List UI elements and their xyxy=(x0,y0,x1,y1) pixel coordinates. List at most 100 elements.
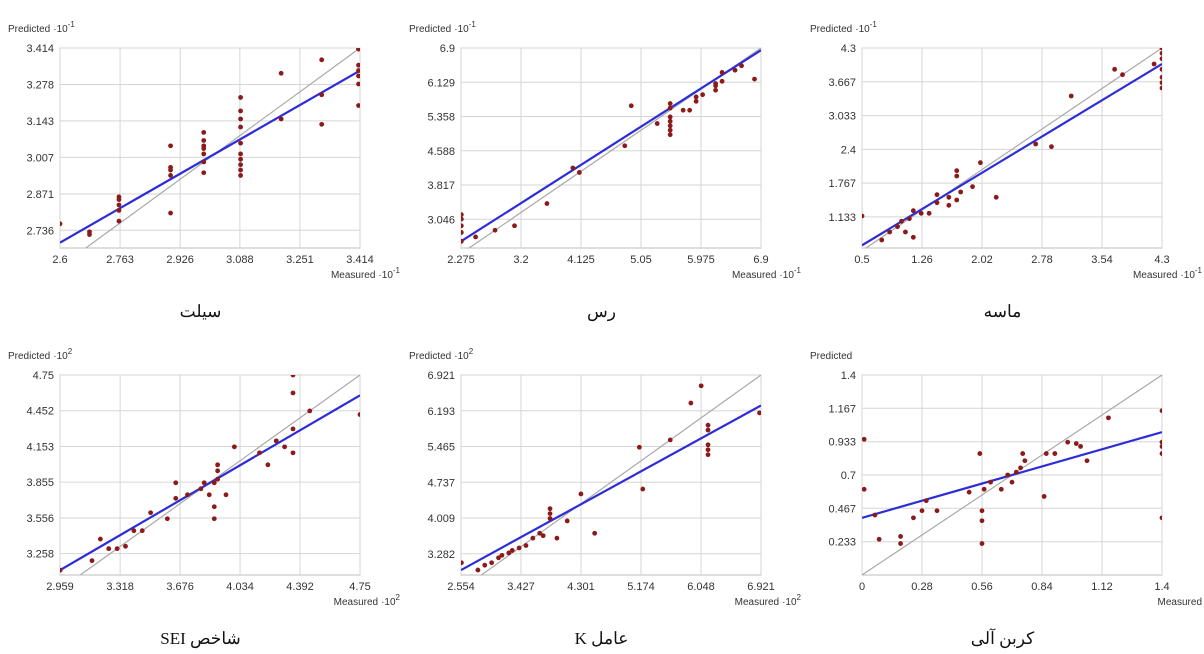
data-point xyxy=(473,234,478,240)
data-point xyxy=(578,491,584,497)
data-point xyxy=(1020,451,1026,456)
data-point xyxy=(1005,472,1011,478)
regression-line xyxy=(461,49,761,243)
y-tick-label: 3.258 xyxy=(26,549,54,561)
data-point xyxy=(1159,80,1162,86)
plot-content xyxy=(461,375,761,575)
data-point xyxy=(201,159,207,165)
data-point xyxy=(215,468,221,474)
x-tick-label: 3.251 xyxy=(286,254,314,266)
y-tick-label: 5.465 xyxy=(427,442,455,454)
x-tick-label: 2.554 xyxy=(447,581,475,593)
data-point xyxy=(201,170,207,176)
data-point xyxy=(1073,441,1079,446)
data-point xyxy=(946,194,952,200)
data-point xyxy=(461,560,464,566)
x-tick-label: 6.048 xyxy=(687,581,715,593)
scatter-chart: 2.6 2.763 2.926 3.088 3.251 3.414 2.736 2.871 3.… xyxy=(8,20,401,281)
data-point xyxy=(282,444,288,450)
x-tick-label: 5.174 xyxy=(627,581,655,593)
data-point xyxy=(537,530,543,536)
data-point xyxy=(752,76,757,82)
data-point xyxy=(862,213,865,219)
data-point xyxy=(238,116,243,122)
data-point xyxy=(1018,465,1023,471)
y-tick-label: 3.143 xyxy=(26,116,54,128)
data-point xyxy=(906,216,912,222)
data-point xyxy=(206,492,212,498)
data-point xyxy=(862,436,867,442)
data-point xyxy=(215,476,221,482)
x-tick-label: 5.975 xyxy=(687,254,715,266)
data-point xyxy=(356,68,360,73)
y-tick-label: 6.129 xyxy=(427,77,455,89)
data-point xyxy=(60,221,63,227)
x-tick-label: 3.676 xyxy=(166,581,194,593)
data-point xyxy=(988,479,993,485)
x-tick-label: 3.318 xyxy=(106,581,134,593)
data-point xyxy=(238,151,243,157)
data-point xyxy=(979,541,985,546)
data-point xyxy=(211,480,217,486)
data-point xyxy=(116,207,122,213)
data-point xyxy=(238,156,243,162)
y-tick-label: 4.75 xyxy=(33,370,54,382)
data-point xyxy=(978,160,983,166)
x-axis-title: Measured ·102 xyxy=(334,593,401,608)
data-point xyxy=(265,462,271,468)
data-point xyxy=(201,151,207,157)
data-point xyxy=(173,480,179,486)
data-point xyxy=(700,92,706,98)
chart-caption: عامل K xyxy=(574,629,629,648)
y-tick-label: 0.467 xyxy=(828,503,856,515)
data-point xyxy=(1033,141,1039,147)
data-point xyxy=(1022,458,1028,464)
data-point xyxy=(946,202,952,208)
data-point xyxy=(123,543,128,549)
data-point xyxy=(1159,48,1162,51)
data-point xyxy=(713,87,718,93)
x-tick-label: 3.54 xyxy=(1091,254,1112,266)
data-point xyxy=(592,530,598,536)
y-axis-title: Predicted ·102 xyxy=(409,347,474,362)
data-point xyxy=(1159,50,1162,56)
data-point xyxy=(640,486,646,492)
y-tick-label: 2.736 xyxy=(26,225,54,237)
chart-caption: ماسه xyxy=(983,302,1022,321)
x-axis-title: Measured ·102 xyxy=(735,593,802,608)
data-point xyxy=(319,121,325,127)
plot-content xyxy=(862,48,1162,248)
data-point xyxy=(238,108,243,114)
data-point xyxy=(654,121,660,126)
y-tick-label: 4.737 xyxy=(427,477,455,489)
x-tick-label: 4.034 xyxy=(226,581,254,593)
y-axis-title: Predicted ·10-1 xyxy=(810,20,877,35)
data-point xyxy=(201,143,207,149)
data-point xyxy=(970,184,975,190)
x-axis-title: Measured ·10-1 xyxy=(331,266,401,281)
data-point xyxy=(238,140,243,146)
data-point xyxy=(139,528,145,534)
regression-line xyxy=(461,404,761,572)
data-point xyxy=(757,410,761,416)
y-tick-label: 4.3 xyxy=(841,43,856,55)
data-point xyxy=(164,516,170,522)
y-axis-title: Predicted ·10-1 xyxy=(8,20,75,35)
y-tick-label: 3.667 xyxy=(828,77,856,89)
regression-line xyxy=(862,431,1162,519)
data-point xyxy=(680,107,686,113)
scatter-chart: 2.275 3.2 4.125 5.05 5.975 6.9 3.046 3.817 4.588… xyxy=(409,20,802,281)
data-point xyxy=(168,173,173,178)
data-point xyxy=(131,528,137,534)
x-tick-label: 6.921 xyxy=(747,581,775,593)
x-tick-label: 1.4 xyxy=(1154,581,1169,593)
y-tick-label: 6.193 xyxy=(427,406,455,418)
data-point xyxy=(201,138,207,143)
data-point xyxy=(979,508,985,514)
data-point xyxy=(238,124,243,130)
data-point xyxy=(954,168,960,174)
data-point xyxy=(89,558,95,564)
y-tick-label: 1.133 xyxy=(828,212,856,224)
y-tick-label: 1.767 xyxy=(828,178,856,190)
data-point xyxy=(496,555,501,561)
